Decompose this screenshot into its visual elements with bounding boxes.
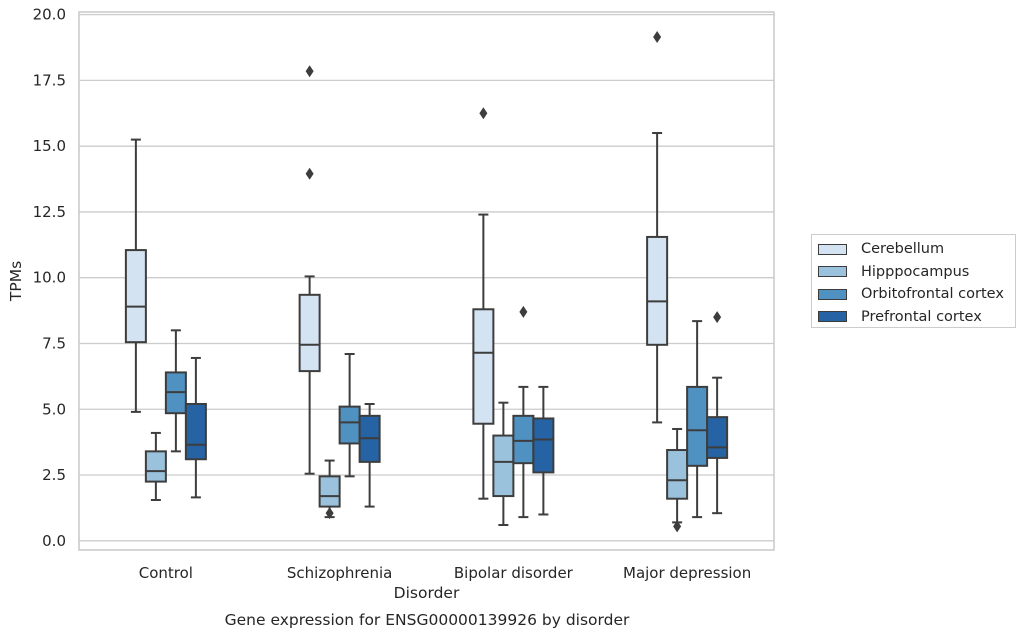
y-tick-label: 20.0 bbox=[33, 6, 66, 24]
y-tick-label: 7.5 bbox=[42, 334, 66, 352]
box bbox=[646, 235, 669, 346]
outlier-point bbox=[673, 520, 682, 533]
y-tick-label: 12.5 bbox=[33, 203, 66, 221]
box bbox=[298, 293, 321, 373]
legend-label: Cerebellum bbox=[861, 241, 945, 258]
box bbox=[144, 450, 167, 483]
legend-label: Hipppocampus bbox=[861, 263, 970, 280]
x-tick-label: Control bbox=[139, 564, 193, 582]
outlier-point bbox=[479, 107, 488, 120]
box bbox=[492, 434, 515, 498]
box bbox=[512, 414, 535, 465]
box bbox=[472, 308, 495, 425]
legend-item: Prefrontal cortex bbox=[818, 306, 1015, 329]
x-tick-label: Schizophrenia bbox=[287, 564, 392, 582]
y-tick-label: 15.0 bbox=[33, 137, 66, 155]
legend-swatch bbox=[818, 266, 847, 278]
y-tick-label: 10.0 bbox=[33, 269, 66, 287]
y-tick-labels: 0.0 2.5 5.0 7.5 10.0 12.5 15.0 17.5 20.0 bbox=[33, 6, 66, 550]
outlier-point bbox=[713, 311, 722, 324]
legend-swatch bbox=[818, 311, 847, 323]
chart-title: Gene expression for ENSG00000139926 by d… bbox=[225, 611, 630, 629]
y-tick-label: 17.5 bbox=[33, 71, 66, 89]
outlier-point bbox=[305, 167, 314, 180]
y-axis-label: TPMs bbox=[7, 261, 25, 302]
legend-item: Orbitofrontal cortex bbox=[818, 283, 1015, 306]
outlier-point bbox=[305, 65, 314, 78]
legend-item: Cerebellum bbox=[818, 238, 1015, 261]
legend: Cerebellum Hipppocampus Orbitofrontal cort… bbox=[811, 234, 1016, 328]
box bbox=[686, 385, 709, 467]
outlier-point bbox=[653, 30, 662, 43]
box bbox=[184, 402, 207, 461]
x-tick-labels: Control Schizophrenia Bipolar disorder Majo… bbox=[139, 564, 751, 582]
boxplot-marks bbox=[124, 30, 729, 533]
legend-label: Orbitofrontal cortex bbox=[861, 286, 1004, 303]
box bbox=[124, 249, 147, 344]
legend-label: Prefrontal cortex bbox=[861, 308, 982, 325]
outlier-point bbox=[519, 305, 528, 318]
legend-swatch bbox=[818, 288, 847, 300]
plot-frame bbox=[78, 11, 775, 551]
box bbox=[338, 405, 361, 445]
box bbox=[666, 449, 689, 500]
y-tick-label: 2.5 bbox=[42, 466, 66, 484]
y-tick-label: 0.0 bbox=[42, 532, 66, 550]
x-axis-label: Disorder bbox=[394, 584, 460, 602]
x-tick-label: Bipolar disorder bbox=[454, 564, 574, 582]
outlier-point bbox=[325, 507, 334, 520]
y-tick-label: 5.0 bbox=[42, 400, 66, 418]
legend-swatch bbox=[818, 243, 847, 255]
x-tick-label: Major depression bbox=[623, 564, 751, 582]
box bbox=[706, 416, 729, 459]
box bbox=[532, 417, 555, 474]
box bbox=[318, 475, 341, 508]
legend-item: Hipppocampus bbox=[818, 261, 1015, 284]
